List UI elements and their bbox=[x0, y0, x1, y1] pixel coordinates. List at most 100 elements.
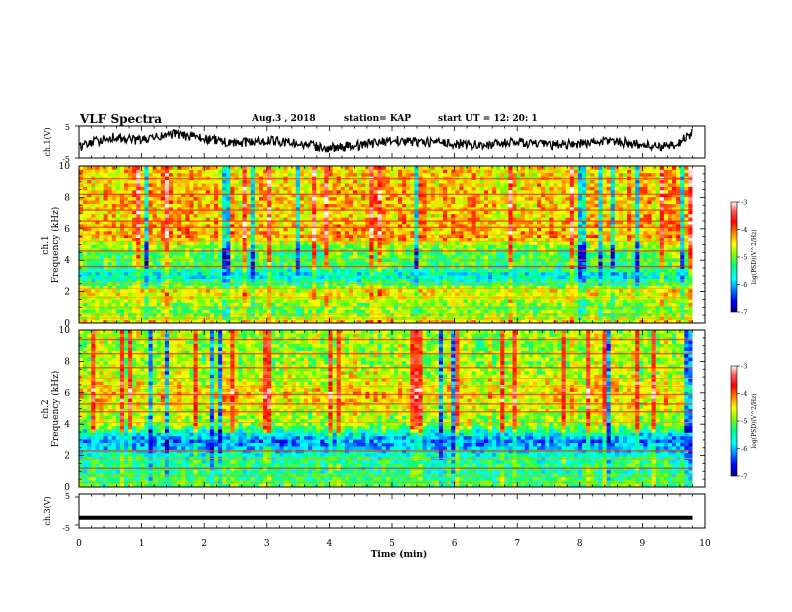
spectrogram-cell bbox=[389, 275, 395, 280]
spectrogram-cell bbox=[524, 247, 530, 252]
spectrogram-cell bbox=[234, 285, 239, 290]
spectrogram-cell bbox=[340, 288, 346, 293]
spectrogram-cell bbox=[373, 278, 378, 283]
spectrogram-cell bbox=[545, 288, 550, 293]
spectrogram-cell bbox=[226, 230, 231, 235]
spectrogram-cell bbox=[156, 244, 162, 249]
spectrogram-cell bbox=[123, 210, 129, 215]
spectrogram-cell bbox=[688, 230, 693, 235]
spectrogram-cell bbox=[238, 305, 243, 310]
spectrogram-cell bbox=[438, 261, 444, 266]
spectrogram-cell bbox=[226, 319, 231, 324]
spectrogram-cell bbox=[443, 302, 448, 307]
spectrogram-cell bbox=[410, 213, 415, 218]
spectrogram-cell bbox=[107, 302, 113, 307]
spectrogram-cell bbox=[173, 241, 178, 245]
spectrogram-cell bbox=[459, 254, 464, 259]
spectrogram-cell bbox=[418, 285, 423, 290]
spectrogram-cell bbox=[398, 210, 403, 215]
spectrogram-cell bbox=[79, 234, 84, 239]
spectrogram-cell bbox=[83, 210, 88, 215]
spectrogram-cell bbox=[373, 213, 378, 218]
spectrogram-cell bbox=[250, 227, 256, 232]
spectrogram-cell bbox=[676, 275, 681, 280]
spectrogram-cell bbox=[316, 288, 321, 293]
spectrogram-cell bbox=[577, 309, 583, 314]
spectrogram-cell bbox=[91, 271, 96, 276]
spectrogram-cell bbox=[177, 305, 182, 310]
spectrogram-cell bbox=[508, 302, 513, 307]
spectrogram-cell bbox=[532, 288, 538, 293]
spectrogram-cell bbox=[209, 288, 215, 293]
spectrogram-cell bbox=[267, 319, 272, 324]
spectrogram-cell bbox=[549, 292, 554, 297]
spectrogram-cell bbox=[344, 275, 350, 280]
spectrogram-cell bbox=[610, 261, 616, 266]
spectrogram-cell bbox=[189, 241, 194, 245]
spectrogram-cell bbox=[406, 227, 411, 232]
spectrogram-cell bbox=[524, 309, 530, 314]
spectrogram-cell bbox=[492, 268, 497, 273]
spectrogram-cell bbox=[205, 251, 211, 256]
spectrogram-cell bbox=[622, 309, 628, 314]
spectrogram-cell bbox=[659, 251, 665, 256]
spectrogram-cell bbox=[164, 271, 170, 276]
spectrogram-cell bbox=[173, 254, 178, 259]
spectrogram-cell bbox=[430, 261, 436, 266]
spectrogram-cell bbox=[614, 241, 620, 245]
spectrogram-cell bbox=[434, 268, 440, 273]
spectrogram-cell bbox=[275, 251, 280, 256]
spectrogram-cell bbox=[353, 299, 358, 303]
spectrogram-cell bbox=[577, 241, 583, 245]
spectrogram-cell bbox=[471, 234, 477, 239]
spectrogram-cell bbox=[434, 302, 440, 307]
spectrogram-cell bbox=[328, 305, 333, 310]
spectrogram-cell bbox=[234, 230, 239, 235]
spectrogram-cell bbox=[520, 299, 526, 303]
spectrogram-cell bbox=[512, 227, 518, 232]
spectrogram-cell bbox=[136, 247, 141, 252]
spectrogram-cell bbox=[271, 268, 276, 273]
spectrogram-cell bbox=[83, 230, 88, 235]
spectrogram-cell bbox=[577, 244, 583, 249]
spectrogram-cell bbox=[148, 275, 154, 280]
spectrogram-cell bbox=[410, 275, 415, 280]
spectrogram-cell bbox=[410, 305, 415, 310]
spectrogram-cell bbox=[520, 288, 526, 293]
spectrogram-cell bbox=[83, 234, 88, 239]
spectrogram-cell bbox=[447, 234, 452, 239]
spectrogram-cell bbox=[606, 302, 612, 307]
spectrogram-cell bbox=[582, 275, 587, 280]
spectrogram-cell bbox=[164, 234, 170, 239]
spectrogram-cell bbox=[348, 299, 354, 303]
spectrogram-cell bbox=[455, 278, 460, 283]
spectrogram-cell bbox=[406, 305, 411, 310]
spectrogram-cell bbox=[185, 292, 190, 297]
spectrogram-cell bbox=[549, 309, 554, 314]
spectrogram-cell bbox=[573, 251, 579, 256]
spectrogram-cell bbox=[438, 319, 444, 324]
spectrogram-cell bbox=[586, 319, 591, 324]
spectrogram-cell bbox=[79, 227, 84, 232]
spectrogram-cell bbox=[83, 309, 88, 314]
spectrogram-cell bbox=[655, 309, 661, 314]
spectrogram-cell bbox=[209, 268, 215, 273]
spectrogram-cell bbox=[230, 292, 235, 297]
spectrogram-cell bbox=[602, 299, 607, 303]
spectrogram-cell bbox=[586, 234, 591, 239]
spectrogram-cell bbox=[487, 288, 493, 293]
spectrogram-cell bbox=[430, 227, 436, 232]
spectrogram-cell bbox=[561, 254, 567, 259]
spectrogram-cell bbox=[291, 302, 297, 307]
spectrogram-cell bbox=[590, 299, 595, 303]
spectrogram-cell bbox=[483, 278, 489, 283]
spectrogram-cell bbox=[189, 278, 194, 283]
spectrogram-cell bbox=[430, 213, 436, 218]
spectrogram-cell bbox=[254, 244, 260, 249]
spectrogram-cell bbox=[659, 319, 665, 324]
spectrogram-cell bbox=[197, 210, 203, 215]
spectrogram-cell bbox=[312, 305, 317, 310]
spectrogram-cell bbox=[635, 268, 640, 273]
spectrogram-cell bbox=[659, 288, 665, 293]
spectrogram-cell bbox=[303, 305, 309, 310]
